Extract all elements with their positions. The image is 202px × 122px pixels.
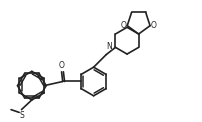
Text: O: O — [121, 21, 127, 30]
Text: S: S — [19, 111, 24, 120]
Text: O: O — [59, 61, 64, 70]
Text: O: O — [150, 21, 156, 30]
Text: N: N — [106, 42, 112, 51]
